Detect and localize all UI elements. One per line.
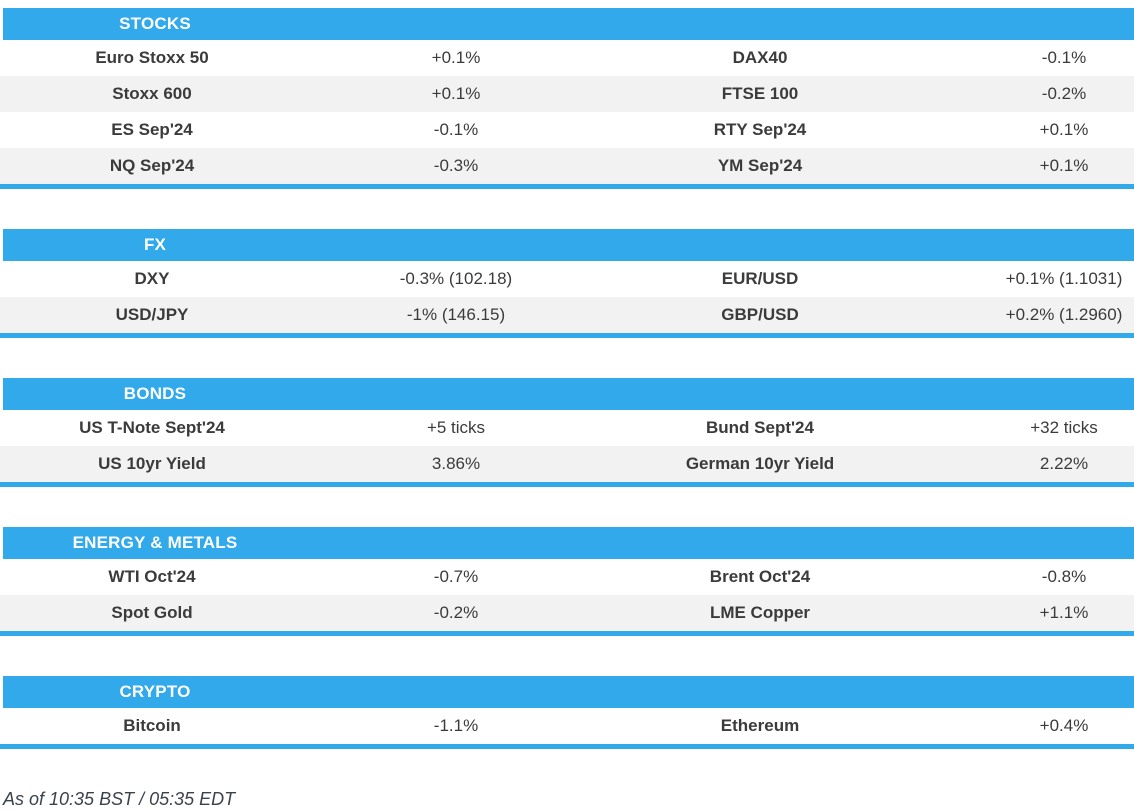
table-row: US T-Note Sept'24 +5 ticks Bund Sept'24 +32…	[0, 410, 1134, 446]
instrument-change: +0.1%	[1039, 156, 1089, 175]
section-header: BONDS	[3, 378, 1134, 410]
instrument-name: GBP/USD	[721, 305, 799, 324]
section-rows: Euro Stoxx 50 +0.1% DAX40 -0.1% Stoxx 600 +0.…	[0, 40, 1134, 184]
section-stocks: STOCKS Euro Stoxx 50 +0.1% DAX40 -0.1% Stoxx …	[0, 8, 1134, 189]
table-row: Stoxx 600 +0.1% FTSE 100 -0.2%	[0, 76, 1134, 112]
instrument-name: Bitcoin	[123, 716, 181, 735]
instrument-change: -1.1%	[433, 716, 479, 735]
instrument-change: +0.2% (1.2960)	[1005, 305, 1123, 324]
instrument-change: -0.3% (102.18)	[399, 269, 513, 288]
instrument-name: FTSE 100	[721, 84, 799, 103]
instrument-change: +5 ticks	[426, 418, 486, 437]
instrument-change: +0.4%	[1039, 716, 1089, 735]
section-header: STOCKS	[3, 8, 1134, 40]
instrument-name: YM Sep'24	[717, 156, 803, 175]
table-row: WTI Oct'24 -0.7% Brent Oct'24 -0.8%	[0, 559, 1134, 595]
section-header: FX	[3, 229, 1134, 261]
market-sections: STOCKS Euro Stoxx 50 +0.1% DAX40 -0.1% Stoxx …	[0, 8, 1134, 749]
instrument-name: USD/JPY	[115, 305, 189, 324]
section-title: BONDS	[123, 384, 187, 403]
instrument-change: 2.22%	[1039, 454, 1089, 473]
table-row: USD/JPY -1% (146.15) GBP/USD +0.2% (1.2960)	[0, 297, 1134, 333]
as-of-timestamp: As of 10:35 BST / 05:35 EDT	[3, 789, 236, 809]
table-row: US 10yr Yield 3.86% German 10yr Yield 2.22%	[0, 446, 1134, 482]
instrument-change: +32 ticks	[1030, 418, 1098, 437]
instrument-change: +1.1%	[1039, 603, 1089, 622]
instrument-change: 3.86%	[431, 454, 481, 473]
table-row: NQ Sep'24 -0.3% YM Sep'24 +0.1%	[0, 148, 1134, 184]
instrument-name: LME Copper	[709, 603, 811, 622]
section-rows: Bitcoin -1.1% Ethereum +0.4%	[0, 708, 1134, 744]
instrument-name: RTY Sep'24	[713, 120, 807, 139]
section-title: ENERGY & METALS	[72, 533, 238, 552]
section-title: FX	[143, 235, 167, 254]
instrument-name: Brent Oct'24	[709, 567, 811, 586]
section-title: CRYPTO	[119, 682, 191, 701]
instrument-name: NQ Sep'24	[109, 156, 195, 175]
instrument-name: ES Sep'24	[111, 120, 193, 139]
instrument-name: Euro Stoxx 50	[95, 48, 209, 67]
section-header: CRYPTO	[3, 676, 1134, 708]
instrument-name: German 10yr Yield	[685, 454, 835, 473]
section-title: STOCKS	[119, 14, 191, 33]
table-row: Euro Stoxx 50 +0.1% DAX40 -0.1%	[0, 40, 1134, 76]
section-bonds: BONDS US T-Note Sept'24 +5 ticks Bund Sept'…	[0, 378, 1134, 487]
section-rows: US T-Note Sept'24 +5 ticks Bund Sept'24 +32…	[0, 410, 1134, 482]
instrument-change: -0.2%	[433, 603, 479, 622]
instrument-name: Stoxx 600	[112, 84, 192, 103]
instrument-name: Spot Gold	[111, 603, 193, 622]
instrument-name: US T-Note Sept'24	[79, 418, 225, 437]
table-row: Bitcoin -1.1% Ethereum +0.4%	[0, 708, 1134, 744]
instrument-change: -0.7%	[433, 567, 479, 586]
instrument-change: -0.1%	[1041, 48, 1087, 67]
instrument-change: -0.2%	[1041, 84, 1087, 103]
instrument-change: -0.3%	[433, 156, 479, 175]
section-energy-metals: ENERGY & METALS WTI Oct'24 -0.7% Brent Oct'…	[0, 527, 1134, 636]
instrument-name: Ethereum	[720, 716, 800, 735]
instrument-change: -0.8%	[1041, 567, 1087, 586]
instrument-change: -0.1%	[433, 120, 479, 139]
instrument-change: +0.1%	[431, 84, 481, 103]
instrument-name: WTI Oct'24	[108, 567, 196, 586]
instrument-change: +0.1%	[431, 48, 481, 67]
table-row: DXY -0.3% (102.18) EUR/USD +0.1% (1.1031)	[0, 261, 1134, 297]
instrument-change: -1% (146.15)	[406, 305, 506, 324]
instrument-name: US 10yr Yield	[98, 454, 206, 473]
section-rows: WTI Oct'24 -0.7% Brent Oct'24 -0.8% Spot Gol…	[0, 559, 1134, 631]
section-header: ENERGY & METALS	[3, 527, 1134, 559]
table-row: Spot Gold -0.2% LME Copper +1.1%	[0, 595, 1134, 631]
instrument-change: +0.1%	[1039, 120, 1089, 139]
instrument-name: DAX40	[732, 48, 788, 67]
instrument-change: +0.1% (1.1031)	[1005, 269, 1123, 288]
instrument-name: Bund Sept'24	[706, 418, 814, 437]
table-row: ES Sep'24 -0.1% RTY Sep'24 +0.1%	[0, 112, 1134, 148]
section-crypto: CRYPTO Bitcoin -1.1% Ethereum +0.4%	[0, 676, 1134, 749]
section-rows: DXY -0.3% (102.18) EUR/USD +0.1% (1.1031) US…	[0, 261, 1134, 333]
instrument-name: DXY	[134, 269, 170, 288]
instrument-name: EUR/USD	[721, 269, 799, 288]
section-fx: FX DXY -0.3% (102.18) EUR/USD +0.1% (1.1031)…	[0, 229, 1134, 338]
